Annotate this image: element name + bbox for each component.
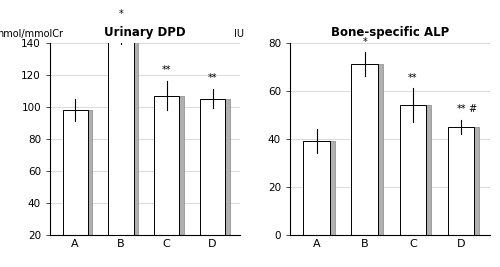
Bar	[67, 110, 92, 235]
Bar	[113, 35, 138, 235]
Title: Urinary DPD: Urinary DPD	[104, 26, 186, 39]
Bar	[404, 105, 431, 235]
Text: #: #	[468, 104, 476, 114]
Bar	[204, 99, 230, 235]
Bar	[452, 127, 479, 235]
Title: Bone-specific ALP: Bone-specific ALP	[331, 26, 449, 39]
Text: **: **	[408, 73, 418, 83]
Bar	[356, 64, 383, 235]
Text: IU: IU	[234, 29, 244, 39]
Text: *: *	[362, 37, 367, 46]
Text: **: **	[208, 73, 218, 83]
Bar	[448, 127, 474, 235]
Bar	[304, 141, 330, 235]
Text: nmol/mmolCr: nmol/mmolCr	[0, 29, 63, 39]
Bar	[400, 105, 426, 235]
Bar	[158, 96, 184, 235]
Bar	[352, 64, 378, 235]
Text: **: **	[456, 104, 466, 114]
Bar	[154, 96, 180, 235]
Bar	[200, 99, 225, 235]
Bar	[62, 110, 88, 235]
Text: **: **	[162, 65, 172, 75]
Bar	[308, 141, 334, 235]
Bar	[108, 35, 134, 235]
Text: *: *	[118, 9, 124, 19]
